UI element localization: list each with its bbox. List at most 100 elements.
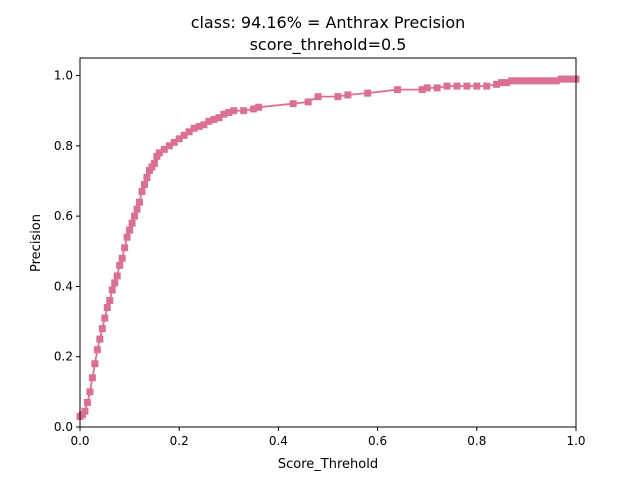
data-point [547, 77, 555, 85]
data-point [111, 279, 119, 287]
data-point [522, 77, 530, 85]
data-point [483, 82, 491, 90]
data-point [160, 145, 168, 153]
data-point [145, 166, 153, 174]
data-point [123, 233, 131, 241]
data-point [155, 149, 163, 157]
data-point [190, 124, 198, 132]
data-point [88, 374, 96, 382]
data-point [517, 77, 525, 85]
data-point [215, 114, 223, 122]
data-point [552, 77, 560, 85]
data-point [128, 219, 136, 227]
data-point [542, 77, 550, 85]
y-axis-label: Precision [29, 214, 44, 272]
data-point [225, 108, 233, 116]
data-point [140, 181, 148, 189]
data-point [512, 77, 520, 85]
y-tick-label: 1.0 [54, 69, 73, 83]
data-point [240, 107, 248, 115]
y-axis: 0.0 0.2 0.4 0.6 0.8 1.0 [54, 69, 80, 434]
data-point [136, 198, 144, 206]
data-point [81, 407, 89, 415]
data-point [230, 107, 238, 115]
data-point [473, 82, 481, 90]
data-point [93, 346, 101, 354]
data-point [153, 152, 161, 160]
data-point [344, 91, 352, 99]
x-tick-label: 0.6 [368, 434, 387, 448]
y-tick-label: 0.2 [54, 350, 73, 364]
data-point [220, 110, 228, 118]
data-point [148, 163, 156, 171]
data-point [98, 325, 106, 333]
data-point [423, 84, 431, 92]
data-point [185, 128, 193, 136]
data-point [103, 304, 111, 312]
data-point [108, 286, 116, 294]
data-point [364, 89, 372, 97]
data-point [101, 314, 109, 322]
data-point [537, 77, 545, 85]
y-tick-label: 0.6 [54, 209, 73, 223]
data-point [567, 75, 575, 83]
data-point [116, 261, 124, 269]
data-point [180, 131, 188, 139]
data-point [113, 272, 121, 280]
data-point [393, 86, 401, 94]
data-point [118, 254, 126, 262]
data-point [532, 77, 540, 85]
data-point [150, 159, 158, 167]
chart-title: class: 94.16% = Anthrax Precision [191, 13, 466, 32]
data-point [493, 80, 501, 88]
x-tick-label: 0.2 [170, 434, 189, 448]
data-point [314, 93, 322, 101]
x-tick-label: 0.0 [70, 434, 89, 448]
data-point [498, 79, 506, 87]
data-point [133, 205, 141, 213]
data-point [165, 142, 173, 150]
data-point [86, 388, 94, 396]
data-point [170, 138, 178, 146]
data-point [78, 411, 86, 419]
data-point [508, 77, 516, 85]
data-point [255, 103, 263, 111]
data-point [121, 244, 129, 252]
chart-subtitle: score_threhold=0.5 [250, 35, 407, 55]
data-point [562, 75, 570, 83]
data-point [175, 135, 183, 143]
data-point [527, 77, 535, 85]
data-point [96, 335, 104, 343]
x-axis-label: Score_Threhold [278, 457, 378, 472]
y-tick-label: 0.8 [54, 139, 73, 153]
series-layer [76, 75, 580, 420]
data-point [195, 123, 203, 131]
data-point [126, 226, 134, 234]
data-point [503, 79, 511, 87]
x-axis: 0.0 0.2 0.4 0.6 0.8 1.0 [70, 427, 586, 448]
data-point [453, 82, 461, 90]
y-tick-label: 0.0 [54, 420, 73, 434]
y-tick-label: 0.4 [54, 279, 73, 293]
data-point [289, 100, 297, 108]
data-point [200, 121, 208, 129]
plot-frame [79, 57, 577, 428]
data-point [443, 82, 451, 90]
data-point [463, 82, 471, 90]
data-point [143, 173, 151, 181]
x-tick-label: 0.8 [467, 434, 486, 448]
data-point [106, 296, 114, 304]
data-point [83, 398, 91, 406]
data-point [557, 75, 565, 83]
x-tick-label: 0.4 [269, 434, 288, 448]
data-point [91, 360, 99, 368]
x-tick-label: 1.0 [566, 434, 585, 448]
data-point [334, 93, 342, 101]
data-point [131, 212, 139, 220]
data-point [205, 117, 213, 125]
data-point [418, 86, 426, 94]
data-point [210, 116, 218, 123]
data-point [433, 84, 441, 92]
